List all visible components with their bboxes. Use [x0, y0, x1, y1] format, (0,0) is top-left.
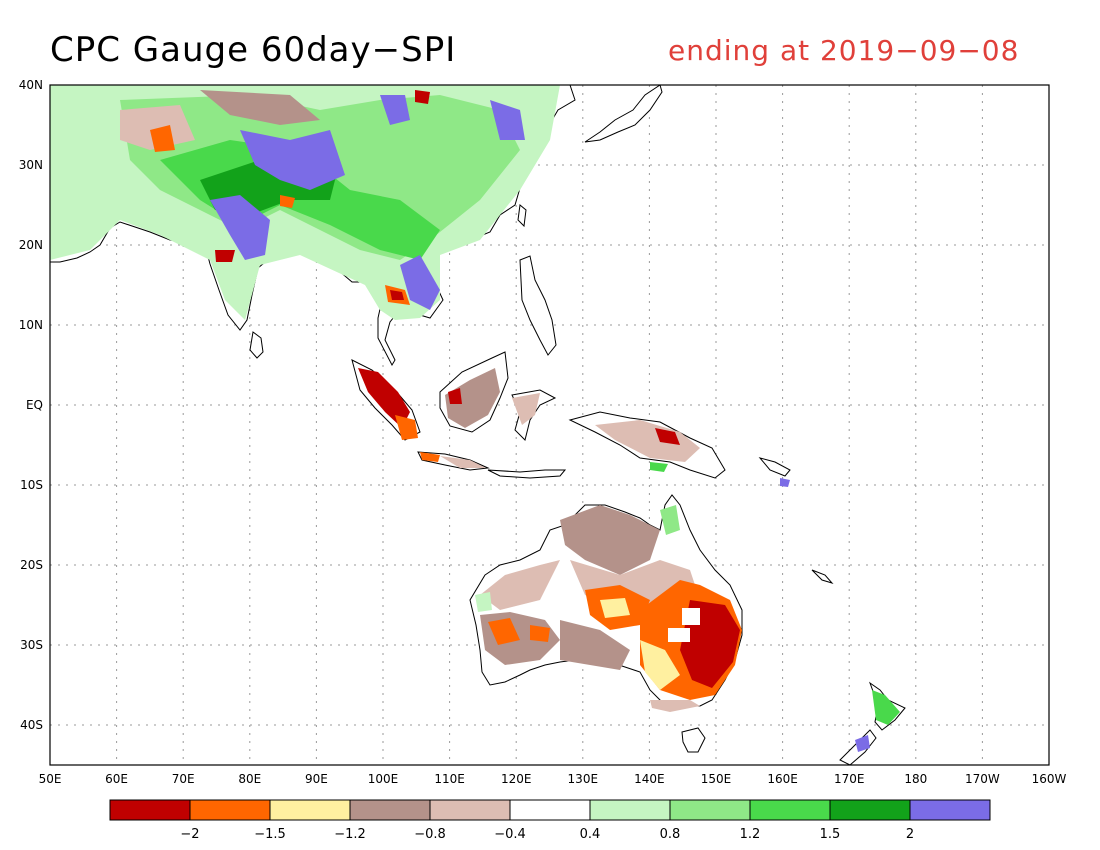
latitude-tick-label: EQ — [26, 398, 43, 412]
map-title: CPC Gauge 60day−SPI — [50, 30, 457, 70]
spi-patch — [400, 255, 440, 310]
spi-patch — [650, 462, 668, 472]
spi-patch — [120, 105, 195, 150]
spi-patch — [200, 90, 320, 125]
longitude-tick-label: 170W — [965, 772, 1000, 786]
longitude-labels: 50E 60E 70E 80E 90E 100E 110E 120E 130E 140E 150E 1… — [39, 772, 1067, 786]
longitude-tick-label: 160W — [1032, 772, 1067, 786]
latitude-tick-label: 10N — [19, 318, 43, 332]
colorbar-label: 2 — [906, 827, 914, 842]
spi-patch — [390, 290, 404, 300]
spi-patch — [560, 505, 660, 575]
latitude-tick-label: 20S — [20, 558, 43, 572]
colorbar-swatch — [909, 799, 991, 821]
new-caledonia — [811, 569, 834, 584]
colorbar-swatch — [189, 799, 271, 821]
longitude-tick-label: 110E — [434, 772, 465, 786]
longitude-tick-label: 50E — [39, 772, 62, 786]
latitude-tick-label: 40N — [19, 78, 43, 92]
taiwan — [517, 204, 527, 228]
longitude-tick-label: 70E — [172, 772, 195, 786]
colorbar-label: −1.5 — [254, 827, 286, 842]
spi-patch — [448, 388, 462, 404]
colorbar-swatch — [269, 799, 351, 821]
longitude-tick-label: 170E — [834, 772, 865, 786]
longitude-tick-label: 180 — [904, 772, 927, 786]
spi-patch — [655, 428, 680, 445]
colorbar-label: −0.8 — [414, 827, 446, 842]
colorbar-label: 0.8 — [660, 827, 681, 842]
colorbar-swatch — [429, 799, 511, 821]
longitude-tick-label: 140E — [634, 772, 665, 786]
tasmania — [681, 727, 706, 753]
colorbar-swatch — [589, 799, 671, 821]
colorbar-swatch — [669, 799, 751, 821]
spi-patch — [600, 598, 630, 618]
spi-shading — [50, 85, 900, 752]
spi-patch — [358, 368, 410, 428]
spi-patch — [682, 608, 700, 625]
latitude-tick-label: 30S — [20, 638, 43, 652]
longitude-tick-label: 80E — [238, 772, 261, 786]
colorbar-swatch — [109, 799, 191, 821]
colorbar-swatch — [509, 799, 591, 821]
longitude-tick-label: 120E — [501, 772, 532, 786]
map-frame — [49, 84, 1050, 766]
latitude-tick-label: 20N — [19, 238, 43, 252]
colorbar-label: −0.4 — [494, 827, 526, 842]
colorbar-swatch — [829, 799, 911, 821]
spi-patch — [150, 125, 175, 152]
spi-patch — [512, 393, 540, 425]
spi-patch — [560, 620, 630, 670]
colorbar-label: 0.4 — [580, 827, 601, 842]
japan — [584, 85, 663, 143]
colorbar-swatch — [749, 799, 831, 821]
spi-patch — [240, 130, 345, 190]
spi-patch — [395, 415, 418, 440]
spi-patch — [650, 700, 700, 712]
longitude-tick-label: 130E — [568, 772, 599, 786]
spi-patch — [595, 420, 700, 462]
longitude-tick-label: 90E — [305, 772, 328, 786]
spi-patch — [445, 368, 500, 428]
spi-patch — [440, 456, 486, 468]
colorbar-swatch — [349, 799, 431, 821]
latitude-tick-label: 30N — [19, 158, 43, 172]
sri-lanka — [249, 331, 264, 359]
spi-patch — [780, 478, 790, 487]
spi-patch — [668, 628, 690, 642]
longitude-tick-label: 100E — [368, 772, 399, 786]
colorbar-label: 1.5 — [820, 827, 841, 842]
spi-patch — [475, 592, 492, 612]
spi-patch — [380, 95, 410, 125]
spi-patch — [488, 618, 520, 645]
map-subtitle: ending at 2019−09−08 — [668, 34, 1020, 67]
longitude-tick-label: 150E — [701, 772, 732, 786]
latitude-labels: 40N 30N 20N 10N EQ 10S 20S 30S 40S — [19, 78, 43, 732]
spi-patch — [415, 90, 430, 104]
colorbar-label: −1.2 — [334, 827, 366, 842]
spi-patch — [660, 505, 680, 535]
colorbar-label: −2 — [180, 827, 199, 842]
spi-patch — [872, 690, 900, 725]
spi-patch — [215, 250, 235, 262]
colorbar-label: 1.2 — [740, 827, 761, 842]
latitude-tick-label: 10S — [20, 478, 43, 492]
spi-patch — [420, 452, 440, 462]
spi-patch — [210, 195, 270, 260]
pacific-islands — [758, 457, 791, 477]
philippines — [519, 255, 557, 356]
spi-patch — [855, 735, 870, 752]
longitude-tick-label: 60E — [105, 772, 128, 786]
lesser-sunda — [487, 469, 567, 479]
spi-patch — [480, 560, 560, 610]
longitude-tick-label: 160E — [767, 772, 798, 786]
spi-patch — [640, 640, 680, 690]
spi-patch — [280, 195, 295, 208]
spi-patch — [490, 100, 525, 140]
latitude-tick-label: 40S — [20, 718, 43, 732]
spi-patch — [530, 625, 550, 642]
colorbar: −2 −1.5 −1.2 −0.8 −0.4 0.4 0.8 1.2 1.5 2 — [109, 799, 991, 842]
